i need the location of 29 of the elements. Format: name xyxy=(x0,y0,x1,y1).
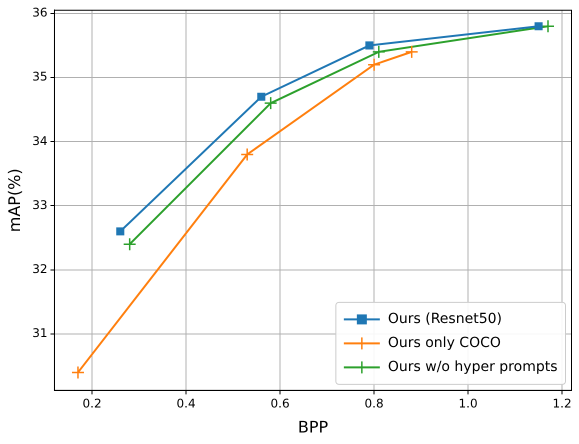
point xyxy=(264,96,278,110)
point xyxy=(534,22,543,30)
x-tick-label: 0.8 xyxy=(364,396,384,411)
x-tick-label: 1.0 xyxy=(458,396,478,411)
point xyxy=(404,45,418,59)
legend-label: Ours (Resnet50) xyxy=(388,311,502,328)
point xyxy=(365,41,374,50)
x-tick-label: 0.6 xyxy=(270,396,290,411)
point xyxy=(372,45,386,59)
x-tick-label: 0.4 xyxy=(176,396,196,411)
point xyxy=(240,148,254,162)
y-tick-label: 32 xyxy=(32,262,48,276)
point xyxy=(367,58,381,72)
legend-label: Ours w/o hyper prompts xyxy=(388,359,558,376)
point xyxy=(541,19,555,33)
y-tick-label: 34 xyxy=(32,134,48,148)
y-axis-title: mAP(%) xyxy=(4,168,24,232)
legend-label: Ours only COCO xyxy=(388,335,501,352)
y-tick-label: 35 xyxy=(32,70,48,84)
point xyxy=(257,92,266,101)
y-tick-label: 33 xyxy=(32,198,48,212)
point xyxy=(116,227,124,236)
point xyxy=(122,237,136,251)
x-tick-label: 0.2 xyxy=(82,396,102,411)
y-tick-label: 31 xyxy=(32,326,48,340)
y-tick-label: 36 xyxy=(32,6,48,20)
x-axis-title: BPP xyxy=(298,418,328,437)
x-tick-label: 1.2 xyxy=(552,396,572,411)
point xyxy=(71,366,85,380)
